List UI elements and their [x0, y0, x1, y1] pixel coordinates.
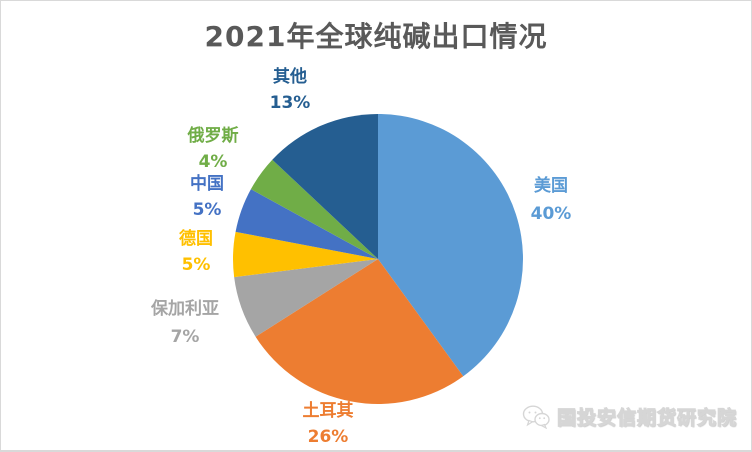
label-name: 保加利亚	[151, 299, 219, 319]
label-name: 其他	[272, 67, 307, 87]
wechat-icon	[522, 404, 550, 429]
slice-label-usa: 美国 40%	[531, 172, 572, 228]
slice-label-china: 中国 5%	[190, 171, 224, 223]
pie-slice-usa	[378, 114, 524, 377]
label-name: 德国	[179, 229, 213, 249]
slice-label-turkey: 土耳其 26%	[303, 398, 354, 450]
pie-slice-germany	[232, 231, 378, 278]
label-name: 美国	[533, 176, 568, 196]
label-pct: 5%	[181, 255, 211, 275]
label-name: 中国	[190, 174, 224, 194]
label-pct: 40%	[530, 204, 572, 224]
slice-label-bulgaria: 保加利亚 7%	[151, 295, 219, 351]
pie-slice-bulgaria	[234, 259, 378, 337]
slice-label-others: 其他 13%	[270, 64, 311, 116]
pie-slice-china	[235, 189, 378, 259]
watermark-text: 国投安信期货研究院	[556, 407, 737, 430]
watermark: 国投安信期货研究院	[522, 403, 737, 430]
label-pct: 4%	[198, 152, 228, 172]
label-name: 土耳其	[302, 401, 354, 421]
label-name: 俄罗斯	[187, 126, 239, 146]
label-pct: 13%	[269, 93, 311, 113]
chart-title: 2021年全球纯碱出口情况	[204, 20, 548, 53]
label-pct: 26%	[307, 427, 349, 447]
slice-label-russia: 俄罗斯 4%	[188, 123, 239, 175]
pie-slice-russia	[250, 159, 378, 259]
pie-slice-others	[272, 114, 378, 259]
label-pct: 7%	[170, 327, 200, 347]
pie-slice-turkey	[255, 259, 464, 405]
slice-label-germany: 德国 5%	[179, 226, 213, 278]
label-pct: 5%	[192, 200, 222, 220]
